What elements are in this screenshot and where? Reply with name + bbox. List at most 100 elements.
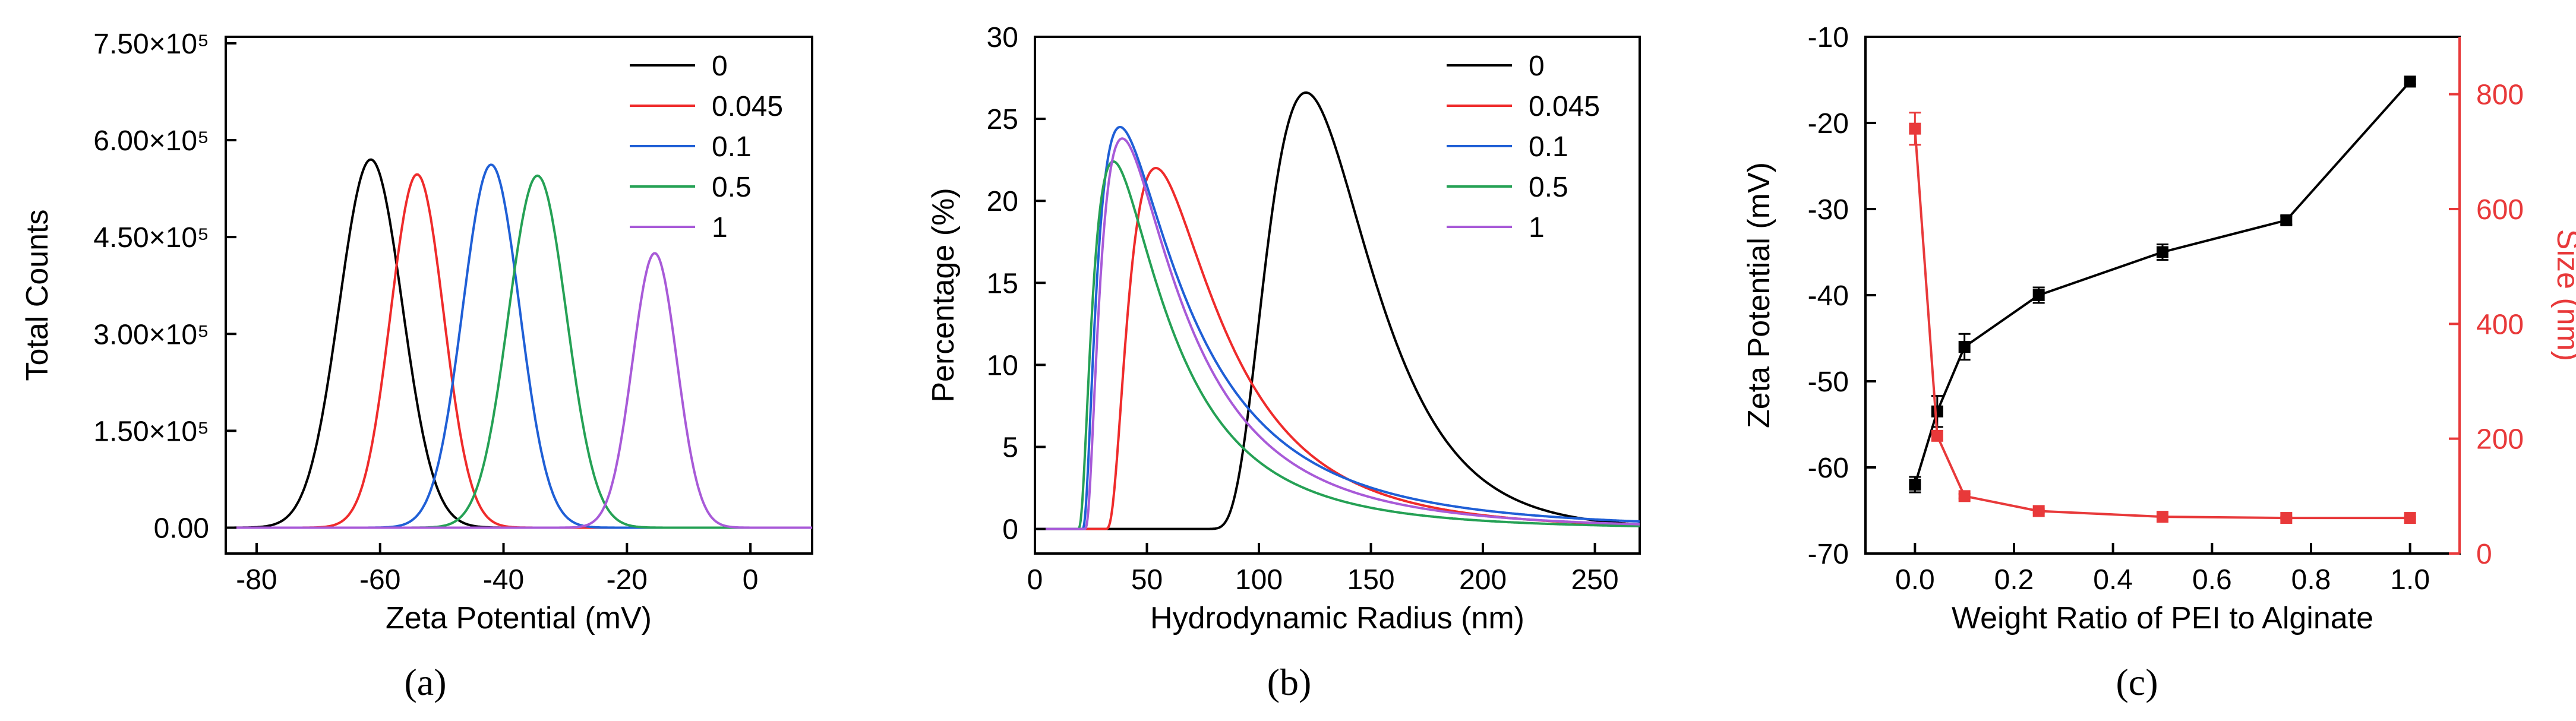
panel-a-plot-frame xyxy=(225,36,813,555)
panel-c-size-point xyxy=(2157,511,2168,523)
panel-b-y-tick-label: 30 xyxy=(987,22,1018,53)
panel-c-zeta-point xyxy=(2280,214,2293,226)
panel-c-series xyxy=(1909,75,2416,524)
panel-a-x-axis-label: Zeta Potential (mV) xyxy=(386,601,652,635)
panel-a-y-tick-label: 0.00 xyxy=(154,513,209,545)
panel-c-left-y-tick-label: -50 xyxy=(1808,366,1849,398)
panel-a-y-tick-label: 1.50×10⁵ xyxy=(93,416,209,447)
panel-b-x-ticks: 0 50 100 150 200 250 xyxy=(1027,543,1619,596)
panel-c-right-y-axis-label: Size (nm) xyxy=(2550,229,2576,361)
panel-c-x-tick-label: 0.4 xyxy=(2093,564,2133,596)
panel-b-y-axis-label: Percentage (%) xyxy=(926,188,961,402)
panel-b-x-tick-label: 50 xyxy=(1131,564,1163,596)
panel-c-left-y-tick-label: -60 xyxy=(1808,453,1849,484)
panel-c-zeta-point xyxy=(1909,479,1921,491)
panel-c-x-tick-label: 0.6 xyxy=(2192,564,2232,596)
panel-c-right-y-tick-label: 0 xyxy=(2476,539,2492,570)
panel-a-y-axis-label: Total Counts xyxy=(20,209,55,381)
panel-c-size-point xyxy=(1909,122,1921,135)
panel-b-size-distribution: 0 50 100 150 200 250 0 5 10 15 20 25 30 0 0.045 0.1 0.… xyxy=(926,22,1641,703)
panel-a-x-tick-label: 0 xyxy=(743,564,759,596)
panel-a-y-tick-label: 3.00×10⁵ xyxy=(93,319,209,350)
panel-a-zeta-distribution: -80 -60 -40 -20 0 0.00 1.50×10⁵ 3.00×10⁵ 4.50×1… xyxy=(20,29,813,703)
panel-b-x-tick-label: 0 xyxy=(1027,564,1043,596)
panel-c-left-y-axis-label: Zeta Potential (mV) xyxy=(1742,162,1776,428)
panel-a-x-ticks: -80 -60 -40 -20 0 xyxy=(236,543,758,596)
panel-c-size-point xyxy=(1931,429,1943,442)
panel-c-zeta-point xyxy=(2032,289,2045,301)
panel-b-plot-frame xyxy=(1034,36,1641,555)
panel-a-caption-label: (a) xyxy=(404,661,446,703)
panel-c-zeta-point xyxy=(2404,75,2416,88)
panel-c-zeta-point xyxy=(2157,246,2168,258)
panel-a-y-tick-label: 6.00×10⁵ xyxy=(93,125,209,157)
panel-c-zeta-point xyxy=(1958,341,1971,353)
panel-c-right-y-tick-label: 800 xyxy=(2476,80,2524,111)
panel-c-zeta-point xyxy=(1931,405,1943,418)
panel-b-y-tick-label: 25 xyxy=(987,104,1018,135)
panel-c-left-y-tick-label: -40 xyxy=(1808,280,1849,312)
panel-c-x-tick-label: 1.0 xyxy=(2390,564,2430,596)
panel-a-legend-label: 1 xyxy=(712,212,728,244)
panel-b-x-tick-label: 200 xyxy=(1459,564,1507,596)
panel-b-y-tick-label: 0 xyxy=(1002,514,1018,546)
panel-b-y-ticks: 0 5 10 15 20 25 30 xyxy=(987,22,1046,546)
panel-a-curve-1 xyxy=(226,252,812,529)
panel-a-x-tick-label: -60 xyxy=(359,564,400,596)
panel-b-legend-label: 0.1 xyxy=(1529,131,1568,163)
panel-c-ratio-dependence: 0.0 0.2 0.4 0.6 0.8 1.0 -70 -60 -50 -40 -30 -20 -10… xyxy=(1742,22,2576,703)
panel-c-x-axis-label: Weight Ratio of PEI to Alginate xyxy=(1952,601,2373,635)
panel-a-series-curves xyxy=(226,158,812,529)
panel-b-series-curves xyxy=(1035,91,1640,530)
panel-b-legend-label: 0 xyxy=(1529,50,1545,82)
panel-b-curve-0.1 xyxy=(1035,125,1640,530)
panel-c-right-y-ticks: 0 200 400 600 800 xyxy=(2449,80,2524,570)
panel-b-curve-1 xyxy=(1035,137,1640,530)
panel-c-left-y-tick-label: -20 xyxy=(1808,108,1849,140)
panel-c-x-tick-label: 0.0 xyxy=(1895,564,1935,596)
panel-a-x-tick-label: -80 xyxy=(236,564,277,596)
panel-c-zeta-line xyxy=(1914,81,2411,485)
panel-b-x-tick-label: 250 xyxy=(1571,564,1619,596)
panel-c-caption-label: (c) xyxy=(2116,661,2158,703)
panel-a-legend-label: 0 xyxy=(712,50,728,82)
panel-c-size-line xyxy=(1914,128,2410,520)
panel-c-size-point xyxy=(1958,490,1971,502)
panel-a-x-tick-label: -20 xyxy=(607,564,648,596)
panel-b-x-axis-label: Hydrodynamic Radius (nm) xyxy=(1150,601,1524,635)
panel-a-y-ticks: 0.00 1.50×10⁵ 3.00×10⁵ 4.50×10⁵ 6.00×10⁵ 7.50… xyxy=(93,29,236,545)
panel-c-size-point xyxy=(2280,512,2293,524)
panel-b-legend: 0 0.045 0.1 0.5 1 xyxy=(1447,50,1600,244)
panel-a-legend-label: 0.5 xyxy=(712,172,752,203)
panel-a-y-tick-label: 4.50×10⁵ xyxy=(93,222,209,254)
panel-c-size-point xyxy=(2404,512,2416,524)
panel-b-legend-label: 1 xyxy=(1529,212,1545,244)
panel-c-left-y-tick-label: -30 xyxy=(1808,194,1849,226)
panel-c-x-tick-label: 0.2 xyxy=(1994,564,2034,596)
panel-b-legend-label: 0.5 xyxy=(1529,172,1568,203)
panel-b-x-tick-label: 100 xyxy=(1235,564,1283,596)
panel-b-y-tick-label: 10 xyxy=(987,350,1018,381)
panel-b-curve-0.5 xyxy=(1035,160,1640,530)
panel-c-size-point xyxy=(2032,505,2045,517)
panel-a-legend-label: 0.1 xyxy=(712,131,752,163)
panel-a-y-tick-label: 7.50×10⁵ xyxy=(93,29,209,60)
panel-c-right-y-tick-label: 400 xyxy=(2476,309,2524,340)
panel-b-y-tick-label: 20 xyxy=(987,186,1018,217)
panel-b-x-tick-label: 150 xyxy=(1347,564,1395,596)
panel-c-right-y-tick-label: 200 xyxy=(2476,424,2524,456)
panel-c-left-y-ticks: -70 -60 -50 -40 -30 -20 -10 xyxy=(1808,22,1876,570)
panel-b-caption-label: (b) xyxy=(1267,661,1312,703)
panel-b-curve-0 xyxy=(1035,91,1640,530)
panel-c-right-y-tick-label: 600 xyxy=(2476,194,2524,226)
panel-c-left-y-tick-label: -70 xyxy=(1808,539,1849,570)
panel-a-x-tick-label: -40 xyxy=(483,564,524,596)
panel-c-x-ticks: 0.0 0.2 0.4 0.6 0.8 1.0 xyxy=(1895,543,2430,596)
panel-b-y-tick-label: 5 xyxy=(1002,432,1018,463)
panel-b-y-tick-label: 15 xyxy=(987,268,1018,299)
panel-b-legend-label: 0.045 xyxy=(1529,91,1600,122)
panel-a-legend: 0 0.045 0.1 0.5 1 xyxy=(630,50,783,244)
panel-c-left-y-tick-label: -10 xyxy=(1808,22,1849,53)
panel-a-legend-label: 0.045 xyxy=(712,91,783,122)
